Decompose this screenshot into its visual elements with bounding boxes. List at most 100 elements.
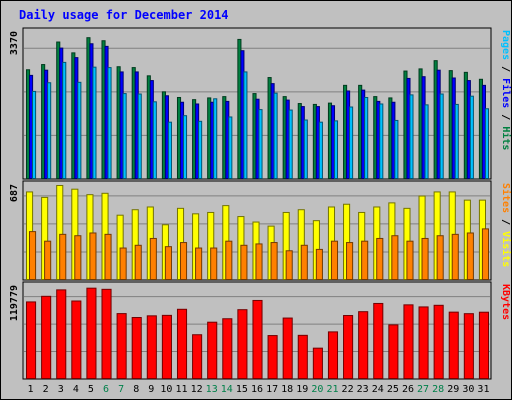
visits-bar-sites-22	[346, 242, 354, 280]
kbytes-bar-kbytes-11	[176, 308, 188, 379]
hits-legend-item: Hits	[500, 126, 511, 150]
kbytes-bar-kbytes-3	[56, 289, 67, 380]
hits-bar-pages-24	[379, 103, 384, 179]
chart-title: Daily usage for December 2014	[19, 8, 229, 22]
visits-bar-sites-28	[436, 235, 444, 280]
kbytes-bar-kbytes-10	[161, 314, 172, 380]
hits-bar-pages-7	[122, 93, 127, 179]
hits-bar-pages-27	[424, 104, 429, 179]
kbytes-bar-kbytes-7	[116, 313, 127, 379]
x-tick-17: 17	[266, 384, 278, 395]
x-tick-24: 24	[372, 384, 384, 395]
visits-bar-sites-31	[481, 228, 490, 280]
hits-bar-pages-21	[333, 120, 339, 179]
x-tick-19: 19	[296, 384, 308, 395]
hits-bar-pages-29	[454, 103, 459, 179]
visits-bar-sites-23	[361, 240, 369, 281]
x-tick-27: 27	[417, 384, 429, 395]
visits-bar-sites-29	[451, 233, 459, 281]
x-tick-28: 28	[432, 384, 444, 395]
x-tick-18: 18	[281, 384, 293, 395]
hits-bar-pages-30	[469, 95, 474, 179]
kbytes-bar-kbytes-28	[433, 304, 444, 379]
visits-bar-sites-26	[406, 240, 414, 281]
hits-bar-pages-22	[349, 106, 354, 179]
hits-legend-item: /	[500, 108, 511, 126]
hits-legend-item: Files	[500, 78, 511, 108]
x-tick-15: 15	[236, 384, 248, 395]
hits-legend: Pages / Files / Hits	[500, 30, 511, 150]
kbytes-bar-kbytes-19	[297, 334, 308, 379]
visits-bar-sites-16	[255, 243, 263, 280]
x-tick-4: 4	[73, 384, 79, 395]
kbytes-bar-kbytes-9	[146, 315, 157, 380]
kbytes-bar-kbytes-20	[312, 347, 323, 380]
hits-bar-pages-23	[364, 96, 369, 179]
hits-bar-pages-4	[77, 81, 82, 179]
hits-bar-pages-26	[409, 94, 414, 179]
visits-bar-sites-20	[315, 248, 323, 280]
visits-bar-sites-6	[104, 233, 112, 281]
x-tick-25: 25	[387, 384, 399, 395]
kbytes-bar-kbytes-23	[358, 311, 369, 380]
kbytes-bar-kbytes-30	[463, 313, 474, 380]
kbytes-bar-kbytes-5	[86, 287, 97, 379]
visits-bar-sites-21	[330, 240, 339, 281]
hits-bar-pages-9	[152, 101, 157, 179]
kbytes-bar-kbytes-25	[388, 324, 399, 380]
x-tick-2: 2	[43, 384, 49, 395]
visits-legend-item: /	[500, 213, 511, 231]
visits-bar-sites-18	[285, 250, 293, 280]
hits-bar-pages-2	[47, 82, 52, 179]
visits-legend-item: Sites	[500, 183, 511, 213]
visits-bar-sites-9	[149, 237, 157, 280]
hits-bar-pages-3	[62, 61, 67, 179]
x-tick-26: 26	[402, 384, 414, 395]
x-tick-10: 10	[160, 384, 172, 395]
x-tick-5: 5	[88, 384, 94, 395]
kbytes-bar-kbytes-6	[101, 288, 112, 380]
hits-bar-pages-13	[213, 98, 218, 179]
hits-bar-pages-20	[318, 121, 323, 180]
visits-bar-sites-8	[134, 244, 142, 280]
visits-bar-sites-5	[89, 232, 97, 281]
hits-legend-item: Pages	[500, 30, 511, 60]
x-tick-16: 16	[251, 384, 263, 395]
x-tick-6: 6	[103, 384, 109, 395]
hits-max-label: 3370	[9, 31, 20, 55]
visits-bar-sites-15	[240, 244, 248, 280]
x-tick-1: 1	[28, 384, 34, 395]
visits-bar-sites-10	[164, 246, 172, 281]
hits-bar-pages-14	[228, 116, 233, 179]
visits-bar-sites-13	[210, 247, 218, 281]
hits-bar-pages-19	[303, 119, 308, 179]
visits-bar-sites-2	[44, 240, 52, 281]
hits-bar-pages-11	[182, 115, 188, 179]
visits-bar-sites-7	[119, 247, 127, 281]
visits-max-label: 687	[9, 184, 20, 202]
kbytes-bar-kbytes-27	[418, 306, 429, 379]
hits-bar-pages-17	[273, 92, 278, 179]
kbytes-bar-kbytes-8	[131, 317, 142, 379]
visits-bar-sites-14	[225, 240, 233, 281]
hits-bar-pages-5	[92, 66, 97, 179]
visits-legend-item: Visits	[500, 231, 511, 267]
visits-bar-sites-24	[376, 237, 384, 280]
kbytes-max-label: 119779	[9, 285, 20, 321]
hits-bar-pages-31	[484, 108, 490, 179]
kbytes-bar-kbytes-13	[207, 321, 218, 379]
kbytes-bar-kbytes-16	[252, 299, 263, 379]
visits-bar-sites-17	[270, 242, 278, 280]
hits-bar-pages-16	[258, 109, 263, 179]
x-tick-20: 20	[311, 384, 323, 395]
hits-bar-pages-25	[394, 119, 399, 179]
kbytes-bar-kbytes-14	[222, 318, 233, 380]
visits-bar-sites-1	[29, 231, 37, 280]
kbytes-legend: KBytes	[500, 284, 511, 320]
kbytes-bar-kbytes-26	[403, 304, 414, 379]
visits-bar-sites-4	[74, 235, 82, 280]
x-tick-9: 9	[148, 384, 154, 395]
kbytes-bar-kbytes-12	[192, 334, 203, 379]
hits-legend-item: /	[500, 60, 511, 78]
